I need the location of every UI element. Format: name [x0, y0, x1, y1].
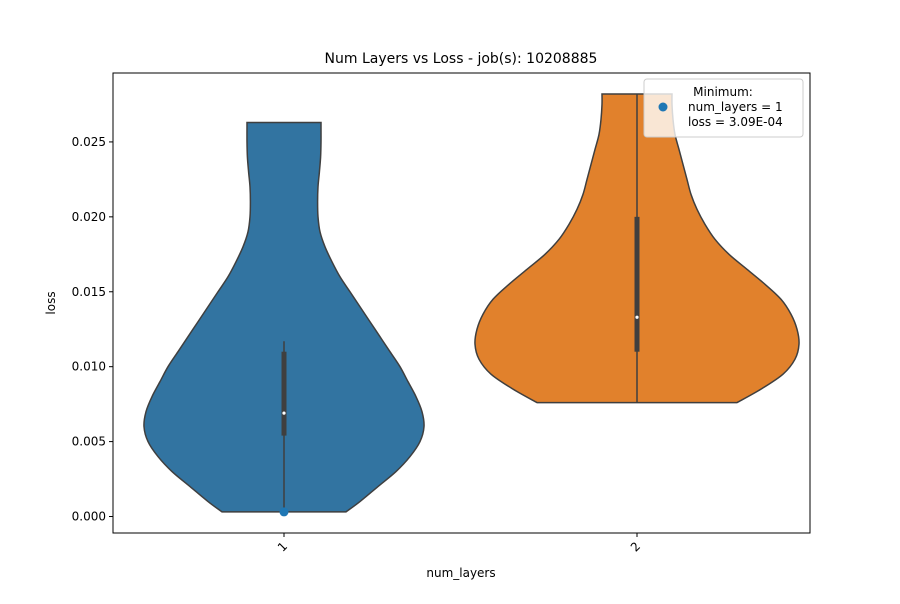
violin-layer	[143, 93, 800, 517]
legend-marker-dot	[658, 102, 668, 112]
y-tick-label: 0.025	[72, 135, 106, 149]
minimum-point-marker	[279, 507, 289, 517]
legend-box	[643, 78, 804, 138]
violin-iqr-box-2	[634, 216, 640, 352]
y-axis-label: loss	[44, 291, 58, 314]
x-axis-label: num_layers	[426, 566, 495, 580]
y-tick-label: 0.010	[72, 360, 106, 374]
legend: Minimum: num_layers = 1 loss = 3.09E-04	[643, 78, 804, 138]
y-tick-label: 0.000	[72, 510, 106, 524]
y-tick-label: 0.005	[72, 435, 106, 449]
violin-iqr-box-1	[281, 351, 287, 436]
violin-median-dot-1	[282, 411, 286, 415]
plot-frame	[112, 72, 811, 534]
y-axis: 0.000 0.005 0.010 0.015 0.020 0.025	[72, 135, 113, 524]
violin-median-dot-2	[635, 315, 639, 319]
legend-line-num-layers: num_layers = 1	[688, 100, 783, 114]
y-tick-label: 0.020	[72, 210, 106, 224]
legend-line-loss: loss = 3.09E-04	[688, 115, 783, 129]
chart-title: Num Layers vs Loss - job(s): 10208885	[325, 51, 598, 67]
violin-body-1	[143, 121, 425, 513]
y-tick-label: 0.015	[72, 285, 106, 299]
legend-line-minimum: Minimum:	[693, 85, 753, 99]
